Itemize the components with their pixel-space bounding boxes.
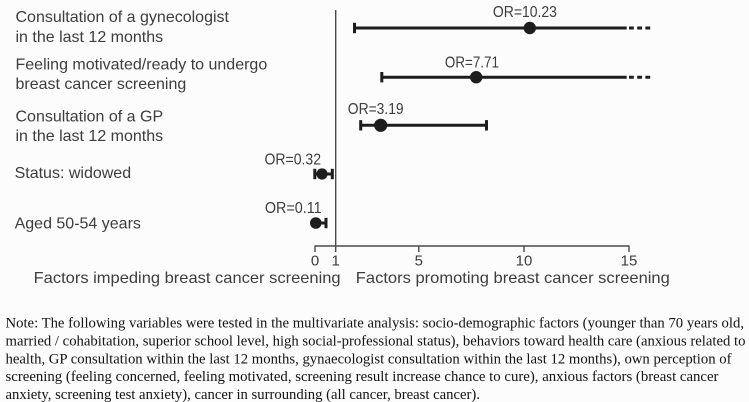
svg-text:1: 1 (332, 253, 340, 270)
svg-text:OR=0.11: OR=0.11 (265, 200, 322, 217)
svg-text:anxiety, screening test anxiet: anxiety, screening test anxiety), cancer… (6, 387, 481, 402)
svg-text:health, GP consultation within: health, GP consultation within the last … (6, 351, 732, 367)
svg-text:0: 0 (311, 253, 319, 270)
svg-text:Factors impeding breast cancer: Factors impeding breast cancer screening (34, 270, 341, 287)
svg-text:breast cancer screening: breast cancer screening (16, 76, 187, 93)
svg-text:5: 5 (415, 253, 423, 270)
svg-text:Factors promoting breast cance: Factors promoting breast cancer screenin… (356, 270, 670, 287)
svg-text:Status: widowed: Status: widowed (15, 165, 132, 182)
svg-text:in the last 12 months: in the last 12 months (16, 128, 164, 145)
svg-text:OR=0.32: OR=0.32 (265, 152, 322, 169)
svg-text:15: 15 (621, 253, 638, 270)
svg-text:Note: The following variables: Note: The following variables were teste… (6, 316, 745, 332)
svg-text:OR=10.23: OR=10.23 (493, 4, 557, 21)
svg-text:married / cohabitation, superi: married / cohabitation, superior school … (6, 333, 746, 349)
svg-text:10: 10 (516, 253, 533, 270)
svg-text:OR=7.71: OR=7.71 (445, 54, 499, 71)
svg-text:Consultation of a GP: Consultation of a GP (16, 109, 164, 126)
svg-text:Feeling motivated/ready to und: Feeling motivated/ready to undergo (16, 57, 268, 74)
svg-text:Aged 50-54 years: Aged 50-54 years (15, 216, 141, 233)
svg-text:in the last 12 months: in the last 12 months (16, 29, 164, 46)
svg-text:screening (feeling concerned,: screening (feeling concerned, feeling mo… (6, 369, 719, 385)
svg-text:OR=3.19: OR=3.19 (348, 101, 404, 118)
svg-text:Consultation of a gynecologist: Consultation of a gynecologist (16, 9, 230, 26)
